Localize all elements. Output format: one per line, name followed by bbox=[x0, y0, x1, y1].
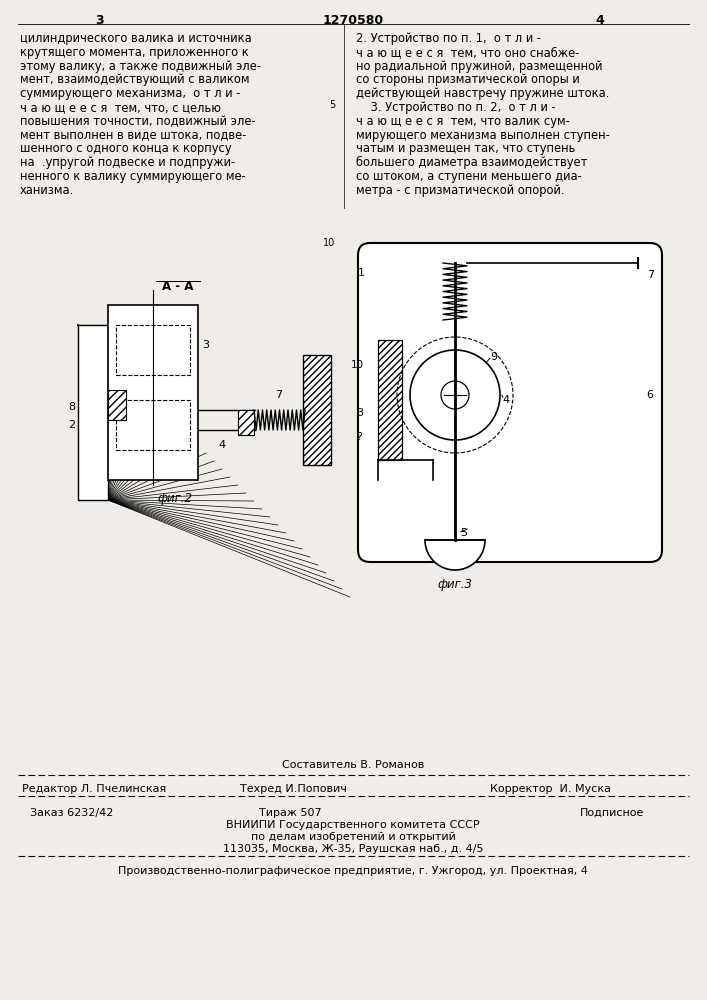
Text: 4: 4 bbox=[218, 440, 225, 450]
Text: ч а ю щ е е с я  тем, что, с целью: ч а ю щ е е с я тем, что, с целью bbox=[20, 101, 221, 114]
Bar bbox=[78, 325, 108, 500]
Text: 3: 3 bbox=[202, 340, 209, 350]
Text: ВНИИПИ Государственного комитета СССР: ВНИИПИ Государственного комитета СССР bbox=[226, 820, 480, 830]
Text: суммирующего механизма,  о т л и -: суммирующего механизма, о т л и - bbox=[20, 87, 240, 100]
Text: ненного к валику суммирующего ме-: ненного к валику суммирующего ме- bbox=[20, 170, 246, 183]
Text: Корректор  И. Муска: Корректор И. Муска bbox=[490, 784, 611, 794]
Bar bbox=[78, 325, 108, 500]
Text: со стороны призматической опоры и: со стороны призматической опоры и bbox=[356, 73, 580, 86]
Bar bbox=[303, 355, 331, 465]
Polygon shape bbox=[425, 540, 485, 570]
Text: 113035, Москва, Ж-35, Раушская наб., д. 4/5: 113035, Москва, Ж-35, Раушская наб., д. … bbox=[223, 844, 484, 854]
Text: чатым и размещен так, что ступень: чатым и размещен так, что ступень bbox=[356, 142, 575, 155]
Bar bbox=[116, 400, 190, 450]
Text: повышения точности, подвижный эле-: повышения точности, подвижный эле- bbox=[20, 115, 256, 128]
Text: ч а ю щ е е с я  тем, что валик сум-: ч а ю щ е е с я тем, что валик сум- bbox=[356, 115, 570, 128]
Text: А - А: А - А bbox=[163, 280, 194, 293]
Text: 9: 9 bbox=[490, 352, 497, 362]
Text: мент, взаимодействующий с валиком: мент, взаимодействующий с валиком bbox=[20, 73, 250, 86]
Text: Составитель В. Романов: Составитель В. Романов bbox=[282, 760, 424, 770]
Text: 3: 3 bbox=[95, 14, 105, 27]
Text: 7: 7 bbox=[275, 390, 282, 400]
Text: 4: 4 bbox=[595, 14, 604, 27]
Text: Техред И.Попович: Техред И.Попович bbox=[240, 784, 347, 794]
Text: большего диаметра взаимодействует: большего диаметра взаимодействует bbox=[356, 156, 588, 169]
Text: фиг.2: фиг.2 bbox=[158, 492, 192, 505]
Text: 8: 8 bbox=[68, 402, 75, 412]
Text: Производственно-полиграфическое предприятие, г. Ужгород, ул. Проектная, 4: Производственно-полиграфическое предприя… bbox=[118, 866, 588, 876]
Text: 1: 1 bbox=[358, 268, 365, 278]
Bar bbox=[108, 305, 198, 480]
Circle shape bbox=[410, 350, 500, 440]
Text: но радиальной пружиной, размещенной: но радиальной пружиной, размещенной bbox=[356, 60, 602, 73]
Text: 10: 10 bbox=[323, 238, 335, 248]
Text: 2: 2 bbox=[68, 420, 75, 430]
Text: шенного с одного конца к корпусу: шенного с одного конца к корпусу bbox=[20, 142, 232, 155]
Text: Подписное: Подписное bbox=[580, 808, 644, 818]
Text: цилиндрического валика и источника: цилиндрического валика и источника bbox=[20, 32, 252, 45]
Text: метра - с призматической опорой.: метра - с призматической опорой. bbox=[356, 184, 564, 197]
Text: 7: 7 bbox=[647, 270, 654, 280]
Text: Редактор Л. Пчелинская: Редактор Л. Пчелинская bbox=[22, 784, 166, 794]
Text: по делам изобретений и открытий: по делам изобретений и открытий bbox=[250, 832, 455, 842]
Text: Заказ 6232/42: Заказ 6232/42 bbox=[30, 808, 113, 818]
Text: 4: 4 bbox=[502, 395, 509, 405]
Bar bbox=[238, 410, 254, 435]
Text: этому валику, а также подвижный эле-: этому валику, а также подвижный эле- bbox=[20, 60, 261, 73]
Text: фиг.3: фиг.3 bbox=[438, 578, 472, 591]
Text: мент выполнен в виде штока, подве-: мент выполнен в виде штока, подве- bbox=[20, 129, 246, 142]
Text: ханизма.: ханизма. bbox=[20, 184, 74, 197]
Text: крутящего момента, приложенного к: крутящего момента, приложенного к bbox=[20, 46, 249, 59]
Text: 2. Устройство по п. 1,  о т л и -: 2. Устройство по п. 1, о т л и - bbox=[356, 32, 541, 45]
Circle shape bbox=[441, 381, 469, 409]
Text: ?: ? bbox=[356, 432, 362, 442]
Bar bbox=[378, 340, 402, 460]
Text: действующей навстречу пружине штока.: действующей навстречу пружине штока. bbox=[356, 87, 609, 100]
Text: 5: 5 bbox=[329, 100, 335, 110]
Text: 3: 3 bbox=[356, 408, 363, 418]
Text: на  .упругой подвеске и подпружи-: на .упругой подвеске и подпружи- bbox=[20, 156, 235, 169]
Text: 6: 6 bbox=[646, 390, 653, 400]
Text: 10: 10 bbox=[351, 360, 364, 370]
Text: со штоком, а ступени меньшего диа-: со штоком, а ступени меньшего диа- bbox=[356, 170, 582, 183]
Bar bbox=[116, 325, 190, 375]
Text: 1270580: 1270580 bbox=[322, 14, 384, 27]
Bar bbox=[108, 390, 126, 420]
Text: Тираж 507: Тираж 507 bbox=[259, 808, 321, 818]
Text: ч а ю щ е е с я  тем, что оно снабже-: ч а ю щ е е с я тем, что оно снабже- bbox=[356, 46, 579, 59]
Text: 3. Устройство по п. 2,  о т л и -: 3. Устройство по п. 2, о т л и - bbox=[356, 101, 556, 114]
Text: мирующего механизма выполнен ступен-: мирующего механизма выполнен ступен- bbox=[356, 129, 609, 142]
FancyBboxPatch shape bbox=[358, 243, 662, 562]
Text: 5: 5 bbox=[460, 528, 467, 538]
